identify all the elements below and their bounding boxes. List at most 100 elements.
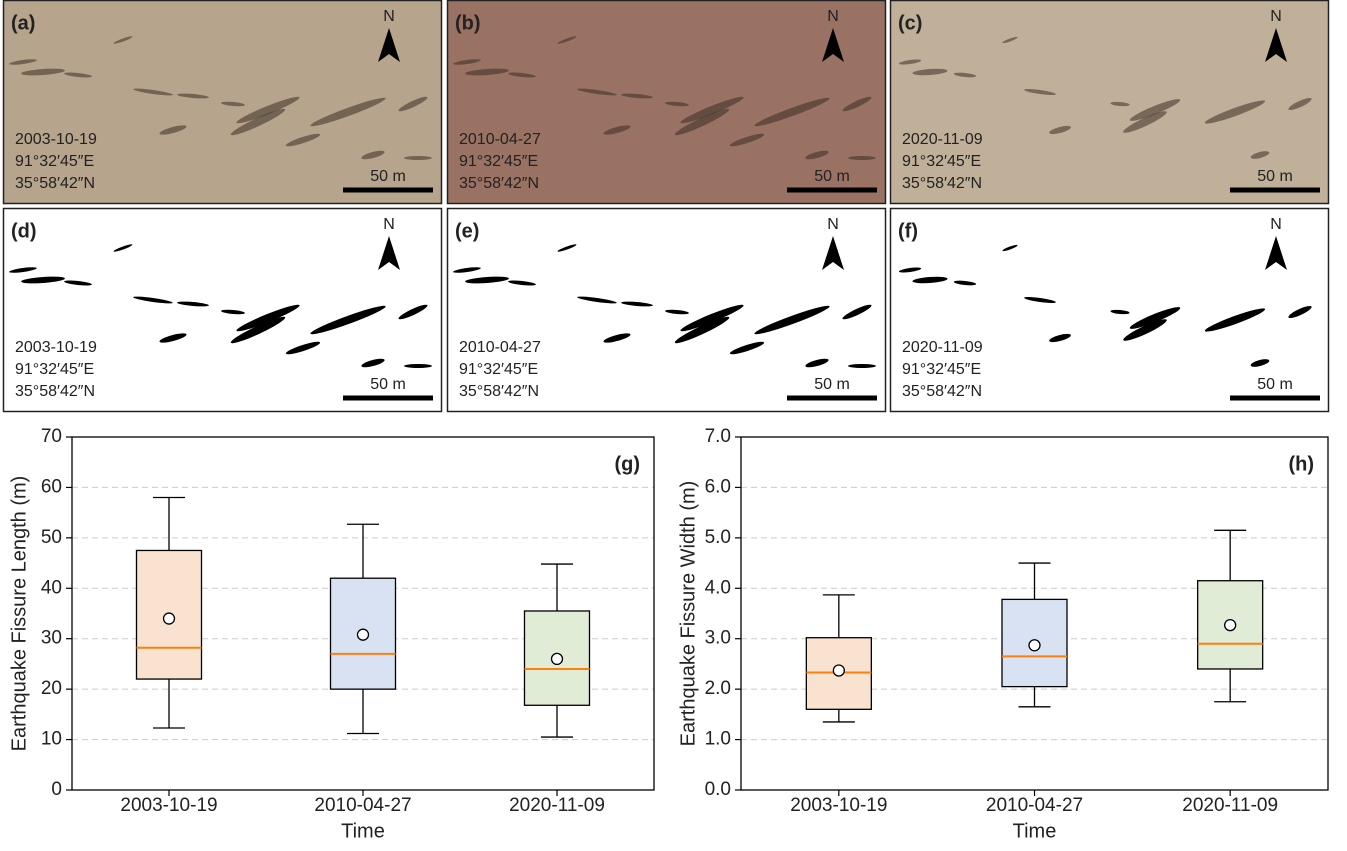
fissure (603, 125, 631, 135)
fissure (398, 304, 428, 320)
panel-label: (e) (455, 220, 479, 242)
panel-label: (g) (614, 453, 640, 475)
fissure (453, 59, 481, 65)
fissure (21, 68, 65, 76)
fissure (361, 150, 385, 160)
panel-label: (a) (11, 12, 35, 34)
lon-label: 91°32′45″E (15, 361, 94, 378)
y-tick-label: 60 (41, 476, 62, 497)
panel-label: (f) (898, 220, 918, 242)
fissure (621, 93, 653, 99)
y-tick-label: 50 (41, 527, 62, 548)
fissure (912, 276, 948, 284)
y-tick-label: 4.0 (705, 577, 731, 598)
mean-marker (356, 628, 370, 641)
fissure (1250, 151, 1270, 159)
fissure (221, 309, 245, 315)
x-axis-label: Time (1013, 820, 1057, 842)
scale-label: 50 m (814, 168, 850, 185)
y-tick-label: 5.0 (705, 527, 731, 548)
north-arrow (822, 236, 844, 270)
fissure (9, 267, 37, 273)
fissure (1049, 333, 1071, 343)
fissure (665, 309, 689, 315)
y-tick-label: 7.0 (705, 426, 731, 447)
y-tick-label: 20 (41, 678, 62, 699)
date-label: 2003-10-19 (15, 131, 97, 148)
y-tick-label: 1.0 (705, 729, 731, 750)
date-label: 2010-04-27 (459, 339, 541, 356)
fissure (221, 101, 245, 107)
y-tick-label: 0.0 (705, 779, 731, 800)
fissure (398, 96, 428, 112)
fissure (230, 108, 286, 136)
fissure (404, 364, 432, 368)
north-arrow (378, 28, 400, 62)
lon-label: 91°32′45″E (902, 153, 981, 170)
fissure (1024, 89, 1056, 95)
fissure (1204, 308, 1266, 332)
scale-label: 50 m (370, 376, 406, 393)
fissure (508, 280, 536, 286)
lon-label: 91°32′45″E (459, 153, 538, 170)
fissure (361, 358, 385, 368)
fissure (159, 125, 187, 135)
fissure (557, 244, 577, 252)
fissure (113, 36, 133, 44)
fissure (508, 72, 536, 78)
fissure (754, 305, 830, 335)
mean-marker (1028, 639, 1041, 652)
north-arrow (822, 28, 844, 62)
fissure (680, 96, 744, 124)
fissure (1049, 125, 1071, 135)
fissure (230, 316, 286, 344)
fissure (310, 97, 386, 127)
fissure (805, 150, 829, 160)
lat-label: 35°58′42″N (902, 383, 982, 400)
scale-label: 50 m (1257, 168, 1293, 185)
fissure (603, 333, 631, 343)
x-tick-label: 2010-04-27 (986, 795, 1083, 816)
x-axis-label: Time (341, 820, 385, 842)
fissure (729, 133, 765, 147)
north-label: N (1270, 216, 1282, 233)
panel-label: (c) (898, 12, 922, 34)
north-arrow (378, 236, 400, 270)
mean-marker (1224, 618, 1237, 632)
fissure (9, 59, 37, 65)
fissure (1123, 111, 1167, 133)
scale-label: 50 m (1257, 376, 1293, 393)
fissure (680, 304, 744, 332)
fissure (236, 96, 300, 124)
fissure (1129, 99, 1181, 121)
y-tick-label: 30 (41, 628, 62, 649)
fissure (1110, 101, 1130, 107)
lon-label: 91°32′45″E (15, 153, 94, 170)
date-label: 2003-10-19 (15, 339, 97, 356)
lat-label: 35°58′42″N (15, 383, 95, 400)
y-axis-label: Earthquake Fissure Width (m) (677, 481, 699, 747)
fissure (453, 267, 481, 273)
fissure (674, 108, 730, 136)
fissure (465, 68, 509, 76)
fissure (64, 280, 92, 286)
fissure (848, 156, 876, 160)
fissure (577, 296, 617, 304)
y-tick-label: 2.0 (705, 678, 731, 699)
fissure (577, 88, 617, 96)
fissure (848, 364, 876, 368)
panel-label: (h) (1288, 453, 1314, 475)
fissure (953, 72, 977, 78)
fissure (177, 93, 209, 99)
scale-label: 50 m (370, 168, 406, 185)
panel-label: (d) (11, 220, 37, 242)
fissure (159, 333, 187, 343)
lat-label: 35°58′42″N (459, 175, 539, 192)
date-label: 2010-04-27 (459, 131, 541, 148)
panel-label: (b) (455, 12, 481, 34)
fissure (898, 267, 922, 273)
lat-label: 35°58′42″N (459, 383, 539, 400)
mean-marker (832, 664, 845, 677)
north-arrow (1265, 28, 1287, 62)
